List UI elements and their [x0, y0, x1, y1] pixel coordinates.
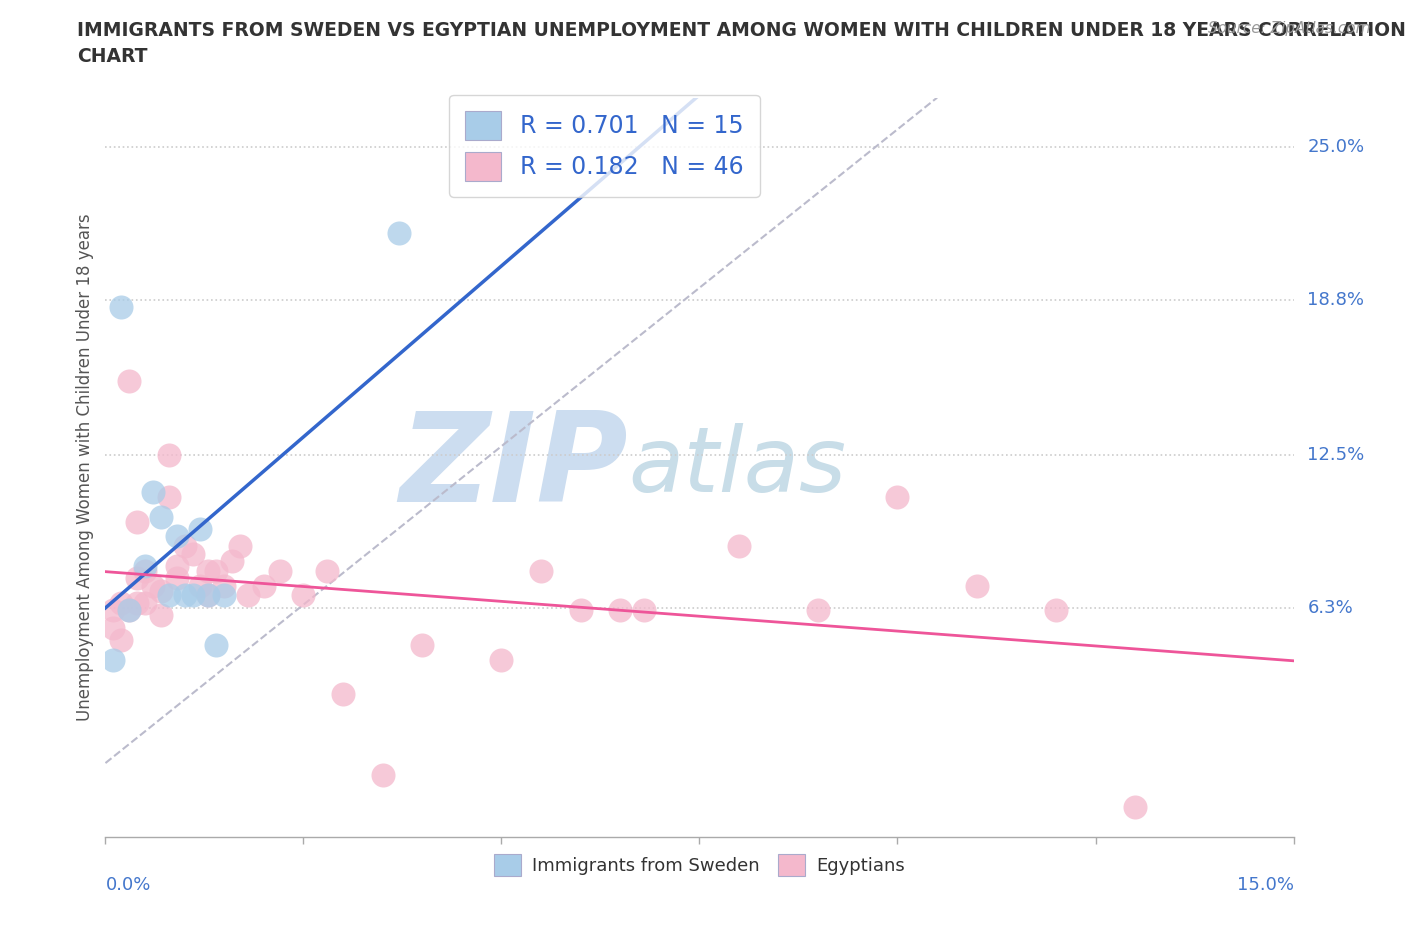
Point [127, 595, 149, 610]
Point [166, 529, 188, 544]
Point [149, 583, 172, 598]
Point [157, 588, 180, 603]
Point [633, 603, 655, 618]
Point [118, 603, 141, 618]
Point [149, 608, 172, 623]
Point [118, 374, 141, 389]
Point [221, 553, 243, 568]
Text: ZIP: ZIP [399, 406, 628, 528]
Point [181, 588, 204, 603]
Point [110, 632, 132, 647]
Point [142, 485, 165, 499]
Point [197, 564, 219, 578]
Point [205, 637, 228, 652]
Point [807, 603, 830, 618]
Point [966, 578, 988, 593]
Text: atlas: atlas [628, 423, 846, 512]
Point [569, 603, 592, 618]
Point [197, 588, 219, 603]
Point [157, 489, 180, 504]
Point [157, 447, 180, 462]
Point [173, 538, 195, 553]
Point [387, 226, 409, 241]
Legend: Immigrants from Sweden, Egyptians: Immigrants from Sweden, Egyptians [486, 847, 912, 884]
Text: CHART: CHART [77, 46, 148, 65]
Point [411, 637, 433, 652]
Point [173, 588, 195, 603]
Point [103, 620, 125, 635]
Point [190, 522, 212, 537]
Point [214, 578, 236, 593]
Point [316, 564, 339, 578]
Point [134, 558, 156, 573]
Point [292, 588, 315, 603]
Point [134, 564, 156, 578]
Point [491, 652, 513, 667]
Point [166, 558, 188, 573]
Point [728, 538, 751, 553]
Point [205, 564, 228, 578]
Point [371, 768, 394, 783]
Text: 25.0%: 25.0% [1308, 138, 1365, 156]
Point [197, 588, 219, 603]
Point [118, 603, 141, 618]
Point [253, 578, 276, 593]
Point [1123, 800, 1146, 815]
Point [134, 595, 156, 610]
Point [229, 538, 252, 553]
Point [190, 578, 212, 593]
Text: 0.0%: 0.0% [105, 876, 150, 894]
Point [269, 564, 291, 578]
Point [886, 489, 908, 504]
Point [214, 588, 236, 603]
Text: IMMIGRANTS FROM SWEDEN VS EGYPTIAN UNEMPLOYMENT AMONG WOMEN WITH CHILDREN UNDER : IMMIGRANTS FROM SWEDEN VS EGYPTIAN UNEMP… [77, 21, 1406, 40]
Text: 6.3%: 6.3% [1308, 599, 1353, 617]
Point [127, 514, 149, 529]
Point [609, 603, 631, 618]
Point [103, 603, 125, 618]
Text: 18.8%: 18.8% [1308, 291, 1364, 309]
Point [110, 299, 132, 314]
Point [332, 686, 354, 701]
Point [181, 546, 204, 561]
Point [110, 595, 132, 610]
Text: Source: ZipAtlas.com: Source: ZipAtlas.com [1208, 21, 1371, 36]
Point [530, 564, 553, 578]
Point [166, 571, 188, 586]
Point [103, 652, 125, 667]
Point [1045, 603, 1067, 618]
Point [149, 510, 172, 525]
Text: 12.5%: 12.5% [1308, 446, 1365, 464]
Y-axis label: Unemployment Among Women with Children Under 18 years: Unemployment Among Women with Children U… [76, 214, 94, 721]
Point [127, 571, 149, 586]
Point [142, 578, 165, 593]
Point [236, 588, 259, 603]
Text: 15.0%: 15.0% [1236, 876, 1294, 894]
